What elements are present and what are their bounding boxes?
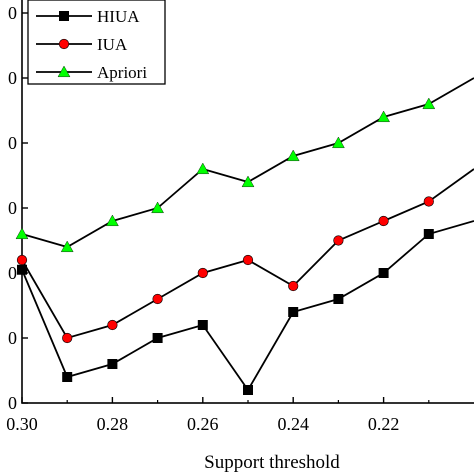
hiua-line: [21, 220, 474, 392]
apriori-point: [196, 162, 210, 175]
apriori-point: [286, 149, 300, 162]
legend-marker: [59, 11, 69, 21]
iua-point: [242, 254, 254, 266]
iua-point: [62, 332, 73, 344]
iua-point: [16, 254, 28, 266]
iua-point: [333, 235, 344, 246]
hiua-point: [288, 307, 299, 317]
legend-marker: [58, 38, 70, 50]
iua-point: [197, 267, 208, 279]
hiua-point: [423, 229, 434, 239]
legend-box: [27, 0, 166, 85]
y-tick-label: 0: [8, 68, 17, 88]
legend-label: HIUA: [97, 7, 140, 26]
iua-point: [107, 319, 118, 331]
apriori-point: [241, 175, 255, 188]
apriori-point: [377, 110, 390, 123]
legend-marker: [57, 65, 71, 78]
iua-point: [423, 196, 434, 207]
y-tick-label: 0: [8, 263, 17, 283]
x-tick-label: 0.28: [97, 414, 129, 434]
hiua-point: [197, 320, 208, 330]
x-tick-label: 0.24: [277, 414, 309, 434]
y-tick-label: 0: [8, 3, 17, 23]
x-tick-label: 0.22: [368, 414, 400, 434]
iua-point: [378, 215, 389, 227]
apriori-line: [21, 77, 474, 248]
axes-layer: 0.30 0.28 0.26 0.24 0.22 0 0 0 0 0 0 0: [6, 0, 474, 434]
y-tick-label: 0: [8, 328, 17, 348]
legend-item-apriori: Apriori: [36, 63, 147, 82]
iua-point: [152, 293, 163, 305]
x-tick-label: 0.30: [6, 414, 38, 434]
apriori-point: [422, 97, 436, 110]
legend-label: IUA: [97, 35, 128, 54]
x-axis-title: Support threshold: [204, 452, 340, 473]
hiua-point: [107, 359, 118, 369]
series-layer: [15, 77, 474, 395]
apriori-point: [151, 201, 164, 214]
apriori-point: [60, 240, 74, 253]
apriori-point: [332, 136, 345, 149]
legend-item-hiua: HIUA: [36, 7, 140, 26]
apriori-point: [106, 214, 119, 227]
hiua-point: [378, 268, 389, 278]
series-apriori: [15, 77, 474, 253]
apriori-point: [15, 227, 29, 240]
hiua-point: [333, 294, 344, 304]
hiua-point: [152, 333, 163, 343]
hiua-point: [17, 264, 27, 275]
series-iua: [16, 168, 474, 344]
series-hiua: [17, 220, 474, 395]
y-tick-label: 0: [8, 133, 17, 153]
iua-point: [288, 280, 299, 292]
legend-label: Apriori: [97, 63, 147, 82]
y-tick-label: 0: [8, 198, 17, 218]
legend: HIUA IUA Apriori: [27, 0, 166, 85]
x-tick-label: 0.26: [187, 414, 219, 434]
plot-frame: [21, 0, 474, 404]
hiua-point: [243, 385, 253, 395]
y-tick-label: 0: [8, 393, 17, 413]
legend-item-iua: IUA: [36, 35, 128, 54]
hiua-point: [62, 372, 73, 382]
